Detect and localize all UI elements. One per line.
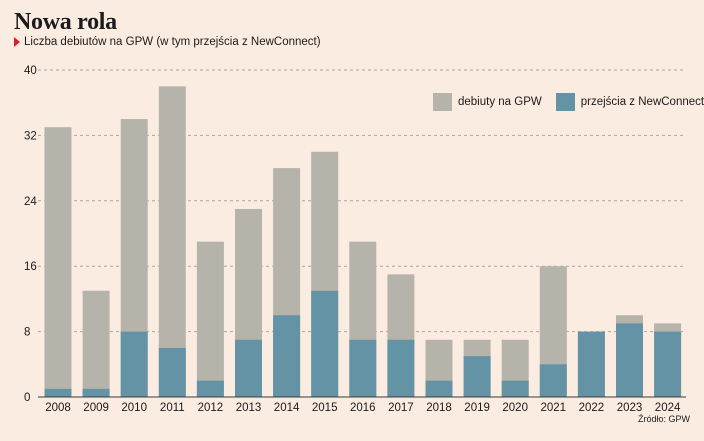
x-tick-label: 2009	[83, 402, 109, 414]
y-tick-label: 16	[24, 261, 37, 273]
x-tick-label: 2017	[388, 402, 414, 414]
bar-newconnect-2018	[425, 380, 453, 397]
x-tick-label: 2018	[426, 402, 452, 414]
x-tick-label: 2014	[274, 402, 300, 414]
bar-newconnect-2024	[654, 331, 682, 397]
x-tick-label: 2022	[579, 402, 605, 414]
y-tick-label: 40	[24, 65, 37, 77]
legend-item-newconnect: przejścia z NewConnect	[555, 93, 704, 111]
chart-subtitle-text: Liczba debiutów na GPW (w tym przejścia …	[24, 36, 321, 48]
bar-total-2011	[158, 86, 186, 397]
x-tick-label: 2013	[236, 402, 262, 414]
chart-title: Nowa rola	[14, 9, 117, 35]
bar-newconnect-2021	[539, 364, 567, 397]
bar-newconnect-2016	[349, 339, 377, 397]
bar-newconnect-2023	[616, 323, 643, 397]
bar-newconnect-2012	[196, 380, 224, 397]
bar-newconnect-2017	[387, 339, 415, 397]
x-tick-label: 2016	[350, 402, 376, 414]
x-tick-label: 2008	[45, 402, 71, 414]
y-tick-label: 24	[24, 196, 37, 208]
y-axis-tick-labels: 0 8 16 24 32 40	[24, 65, 37, 404]
x-tick-label: 2015	[312, 402, 338, 414]
red-triangle-icon	[14, 37, 20, 47]
x-tick-label: 2021	[541, 402, 567, 414]
legend: debiuty na GPW przejścia z NewConnect	[433, 93, 704, 111]
bar-newconnect-2013	[235, 339, 262, 397]
bar-newconnect-2014	[273, 315, 301, 397]
legend-label-total: debiuty na GPW	[458, 96, 542, 108]
x-tick-label: 2023	[617, 402, 643, 414]
legend-label-newconnect: przejścia z NewConnect	[580, 96, 704, 108]
legend-swatch-total	[433, 93, 452, 111]
source-note: Źródło: GPW	[637, 414, 690, 424]
x-tick-label: 2020	[502, 402, 528, 414]
y-tick-label: 8	[24, 327, 30, 339]
bar-newconnect-2019	[463, 356, 491, 397]
x-tick-label: 2011	[160, 402, 185, 414]
x-tick-label: 2012	[198, 402, 224, 414]
bar-newconnect-2009	[82, 388, 110, 397]
x-tick-label: 2019	[464, 402, 490, 414]
bar-newconnect-2015	[311, 290, 339, 397]
x-tick-label: 2010	[121, 402, 147, 414]
bar-newconnect-2011	[158, 347, 186, 397]
bar-newconnect-2010	[120, 331, 148, 397]
x-axis-tick-labels: 2008 2009 2010 2011 2012 2013 2014 2015 2016 2017…	[45, 402, 681, 414]
x-tick-label: 2024	[655, 402, 681, 414]
chart-subtitle: Liczba debiutów na GPW (w tym przejścia …	[14, 35, 321, 49]
bar-total-2009	[82, 290, 110, 397]
bar-total-2012	[196, 241, 224, 397]
y-tick-label: 0	[24, 392, 30, 404]
legend-swatch-newconnect	[555, 93, 575, 111]
bars	[44, 86, 682, 398]
bar-total-2008	[44, 127, 72, 397]
y-tick-label: 32	[24, 130, 37, 142]
bar-newconnect-2022	[577, 331, 605, 397]
bar-newconnect-2008	[44, 388, 72, 397]
legend-item-total: debiuty na GPW	[433, 93, 542, 111]
bar-newconnect-2020	[501, 380, 529, 397]
